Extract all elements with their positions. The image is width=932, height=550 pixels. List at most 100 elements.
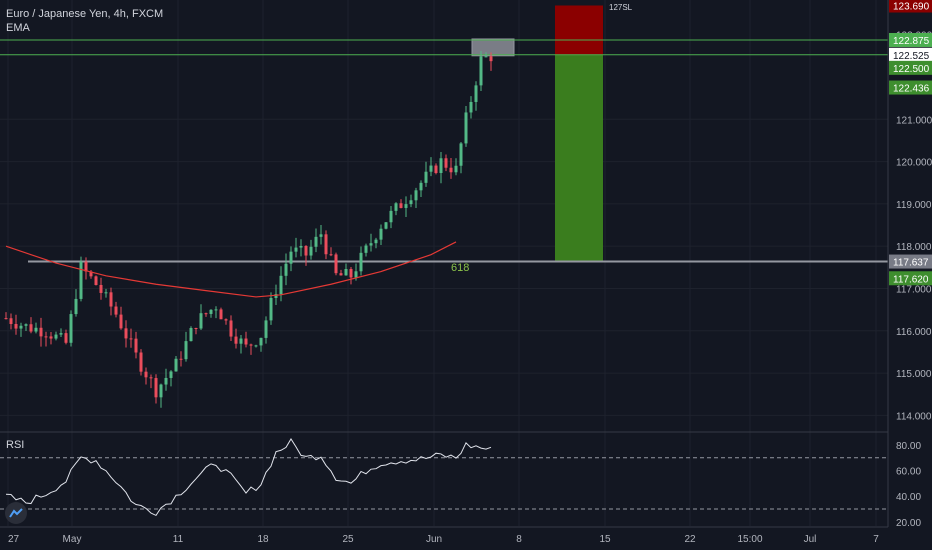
candle-body (399, 203, 403, 208)
time-tick-label: 8 (516, 534, 522, 545)
horizontal-lines: 618 (0, 39, 888, 274)
time-tick-label: 7 (873, 534, 879, 545)
position-zones: 127SL (471, 3, 633, 262)
price-badge-label: 117.620 (893, 274, 929, 285)
time-axis-bg (0, 527, 932, 550)
candle-body (304, 245, 308, 256)
candle-body (404, 204, 408, 208)
candle-body (479, 56, 483, 86)
candle-body (354, 271, 358, 278)
candle-body (279, 275, 283, 295)
candle-body (334, 254, 338, 274)
candle-body (144, 371, 148, 378)
candle-body (249, 344, 253, 346)
candle-body (474, 85, 478, 102)
rsi-label: RSI (6, 439, 25, 451)
stop-loss-zone (555, 5, 603, 55)
candle-body (114, 306, 118, 315)
candle-body (24, 324, 28, 326)
candle-body (69, 314, 73, 343)
price-badges: 123.690 122.875 122.525 122.500 122.436 117.6… (889, 0, 932, 286)
candle-body (389, 210, 393, 223)
candle-body (254, 345, 258, 347)
candle-body (34, 327, 38, 332)
candle-body (269, 297, 273, 321)
candle-body (84, 261, 88, 272)
rsi-series (5, 438, 492, 517)
candle-body (469, 101, 473, 113)
time-tick-label: Jun (426, 534, 442, 545)
price-tick-label: 121.000 (896, 115, 932, 126)
candle-body (99, 284, 103, 293)
rsi-tick-label: 60.00 (896, 467, 921, 478)
candle-body (94, 276, 98, 285)
candle-body (309, 246, 313, 256)
candle-body (179, 358, 183, 360)
rsi-tick-label: 80.00 (896, 441, 921, 452)
candle-body (189, 328, 193, 342)
candle-body (444, 158, 448, 168)
candle-body (339, 273, 343, 276)
candle-body (79, 261, 83, 299)
time-tick-label: 15:00 (737, 534, 762, 545)
ema-series (5, 241, 457, 298)
candle-body (329, 254, 333, 256)
candle-body (284, 263, 288, 276)
candle-body (259, 337, 263, 346)
candle-body (464, 112, 468, 144)
candle-body (174, 358, 178, 372)
candle-body (4, 318, 8, 320)
price-tick-label: 120.000 (896, 158, 932, 169)
symbol-title: Euro / Japanese Yen, 4h, FXCM (6, 8, 164, 20)
time-tick-label: Jul (804, 534, 817, 545)
candle-body (214, 309, 218, 311)
price-tick-label: 119.000 (896, 200, 932, 211)
candle-body (294, 247, 298, 252)
time-tick-label: 27 (8, 534, 20, 545)
rsi-tick-label: 40.00 (896, 492, 921, 503)
candle-body (119, 314, 123, 329)
price-badge-label: 122.436 (893, 84, 930, 95)
candle-body (349, 268, 353, 278)
price-badge (889, 254, 932, 269)
tradingview-logo-icon[interactable] (5, 502, 27, 524)
candle-body (64, 333, 68, 343)
indicator-label: EMA (6, 22, 30, 34)
candle-body (274, 294, 278, 298)
time-tick-label: May (63, 534, 82, 545)
candle-body (434, 165, 438, 174)
candle-body (164, 377, 168, 385)
candle-body (154, 378, 158, 398)
candle-body (244, 338, 248, 345)
candle-body (149, 377, 153, 379)
candle-body (14, 324, 18, 329)
candle-body (429, 165, 433, 172)
price-badge (889, 271, 932, 286)
price-tick-label: 115.000 (896, 369, 932, 380)
price-badge-label: 122.875 (893, 36, 930, 47)
candle-body (199, 313, 203, 329)
candle-body (439, 158, 443, 174)
price-badge (889, 32, 932, 47)
candle-body (394, 203, 398, 211)
candle-body (369, 243, 373, 246)
candle-body (9, 318, 13, 325)
price-badge-label: 122.525 (893, 51, 930, 62)
candle-body (29, 324, 33, 332)
candle-body (324, 234, 328, 255)
candle-body (239, 338, 243, 344)
entry-box (471, 38, 515, 57)
candle-body (359, 252, 363, 272)
rsi-line (0, 438, 888, 517)
candle-body (319, 234, 323, 237)
candle-body (39, 327, 43, 337)
target-zone (555, 54, 603, 262)
price-badge-label: 123.690 (893, 2, 930, 13)
stop-loss-label: 127SL (609, 3, 633, 12)
price-tick-label: 116.000 (896, 327, 932, 338)
candle-body (229, 320, 233, 337)
candle-body (484, 56, 488, 58)
candle-body (299, 245, 303, 248)
candle-body (289, 251, 293, 264)
